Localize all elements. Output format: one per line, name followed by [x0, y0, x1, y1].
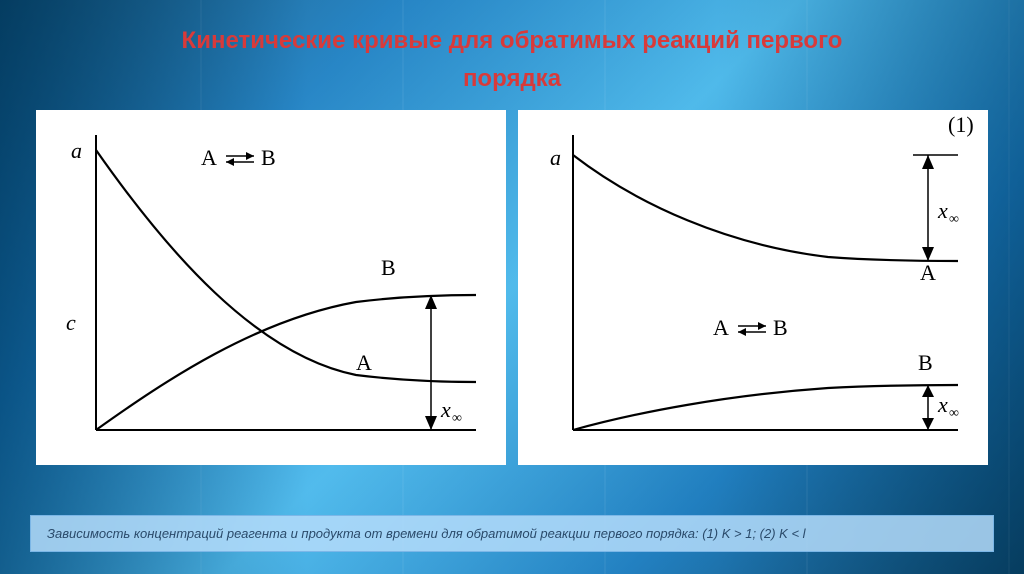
- y-top-label: a: [550, 145, 561, 170]
- curve-b: [96, 295, 476, 430]
- title-line2: порядка: [463, 65, 561, 92]
- svg-text:x: x: [937, 392, 948, 417]
- curve-a: [573, 155, 958, 261]
- reaction-label: A B: [713, 315, 788, 340]
- reaction-label: A B: [201, 145, 276, 170]
- curve-a-label: A: [356, 350, 372, 375]
- chart-1-svg: a c A B A B x ∞: [36, 110, 506, 465]
- panel-1: a c A B A B x ∞: [36, 110, 506, 465]
- svg-text:A: A: [713, 315, 729, 340]
- y-top-label: a: [71, 138, 82, 163]
- x-inf-arrow-lower: x ∞: [922, 385, 959, 430]
- panel-2: (1) a A B A B: [518, 110, 988, 465]
- svg-text:B: B: [261, 145, 276, 170]
- svg-text:∞: ∞: [452, 411, 462, 426]
- x-inf-arrow-upper: x ∞: [922, 155, 959, 261]
- svg-text:∞: ∞: [949, 212, 959, 227]
- y-axis-label: c: [66, 310, 76, 335]
- svg-text:B: B: [773, 315, 788, 340]
- chart-2-svg: (1) a A B A B: [518, 110, 988, 465]
- title-line1: Кинетические кривые для обратимых реакци…: [182, 27, 843, 54]
- panel-number: (1): [948, 112, 974, 137]
- chart-panels: a c A B A B x ∞: [30, 110, 994, 465]
- curve-b-label: B: [918, 350, 933, 375]
- svg-text:x: x: [440, 397, 451, 422]
- svg-text:A: A: [201, 145, 217, 170]
- caption-text: Зависимость концентраций реагента и прод…: [47, 526, 806, 541]
- curve-a-label: A: [920, 260, 936, 285]
- svg-text:x: x: [937, 198, 948, 223]
- curve-a: [96, 150, 476, 382]
- curve-b: [573, 385, 958, 430]
- curve-b-label: B: [381, 255, 396, 280]
- caption-box: Зависимость концентраций реагента и прод…: [30, 515, 994, 552]
- x-inf-arrow: x ∞: [425, 295, 462, 430]
- slide-title: Кинетические кривые для обратимых реакци…: [0, 22, 1024, 99]
- svg-text:∞: ∞: [949, 406, 959, 421]
